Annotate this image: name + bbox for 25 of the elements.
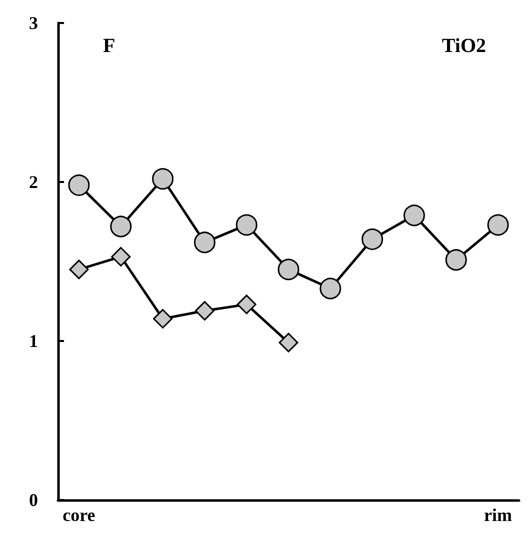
point (236, 294, 256, 314)
point (152, 168, 174, 190)
point (110, 216, 132, 238)
x-tick-label: core (62, 505, 96, 525)
point (236, 214, 258, 236)
point (194, 232, 216, 254)
point (69, 260, 89, 280)
point (153, 308, 173, 328)
point (111, 246, 131, 266)
annotation: TiO2 (442, 35, 486, 57)
point (445, 249, 467, 271)
point (68, 174, 90, 196)
annotation: F (103, 35, 116, 57)
y-tick-label: 3 (29, 13, 38, 33)
point (362, 228, 384, 250)
y-tick-label: 0 (29, 490, 38, 510)
point (278, 332, 298, 352)
point (278, 258, 300, 280)
y-tick-label: 2 (29, 172, 38, 192)
y-tick-label: 1 (29, 331, 38, 351)
point (194, 301, 214, 321)
point (487, 214, 509, 236)
point (404, 204, 425, 226)
point (320, 278, 342, 300)
x-tick-label: rim (484, 505, 512, 525)
